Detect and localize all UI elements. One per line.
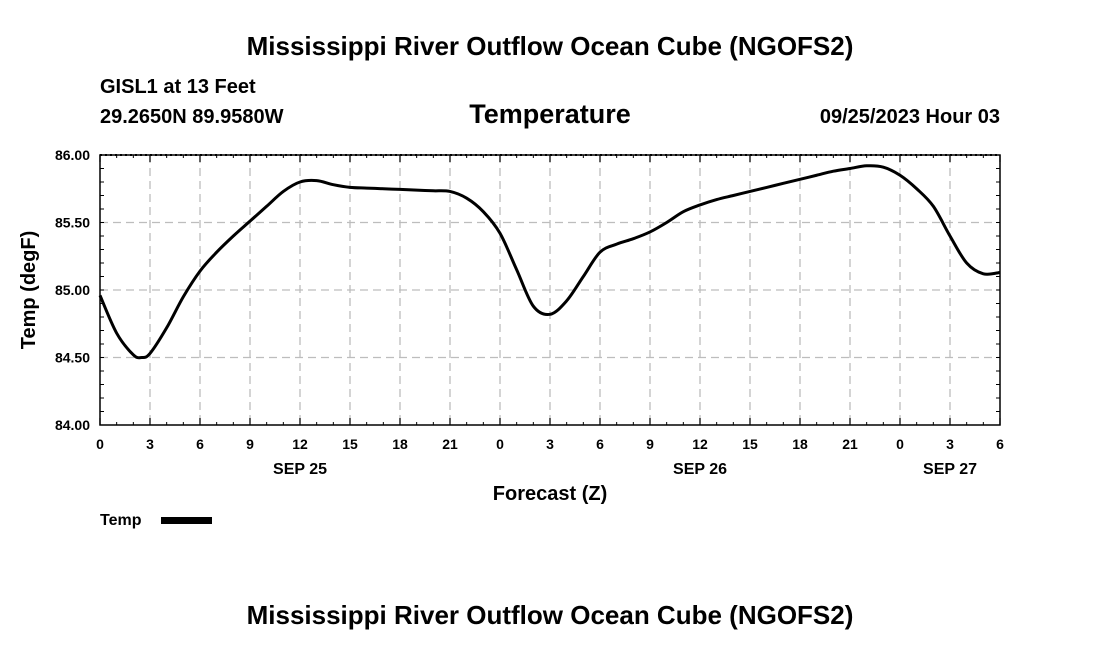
forecast-datetime: 09/25/2023 Hour 03	[819, 106, 1000, 128]
x-tick-label: 3	[546, 436, 554, 452]
grid-lines	[100, 154, 1000, 425]
date-label: SEP 27	[923, 461, 977, 478]
x-tick-label: 12	[692, 436, 708, 452]
x-tick-label: 18	[792, 436, 808, 452]
x-tick-label: 0	[496, 436, 504, 452]
x-tick-label: 6	[596, 436, 604, 452]
y-axis-label: Temp (degF)	[18, 231, 40, 350]
y-tick-label: 85.50	[55, 215, 90, 231]
footer-title: Mississippi River Outflow Ocean Cube (NG…	[246, 600, 854, 630]
y-tick-label: 86.00	[55, 147, 90, 163]
page-title: Mississippi River Outflow Ocean Cube (NG…	[246, 31, 854, 61]
y-tick-label: 85.00	[55, 282, 90, 298]
x-tick-label: 3	[146, 436, 154, 452]
tick-labels: 84.00 84.50 85.00 85.50 86.00 0 3 6 9 12 15 18 21 0 3 6…	[55, 147, 1004, 478]
axis-ticks	[99, 154, 1001, 426]
x-tick-label: 6	[996, 436, 1004, 452]
x-tick-label: 0	[896, 436, 904, 452]
station-label: GISL1 at 13 Feet	[100, 76, 256, 98]
x-tick-label: 12	[292, 436, 308, 452]
y-tick-label: 84.50	[55, 350, 90, 366]
temp-series-line	[98, 164, 1001, 360]
date-label: SEP 26	[673, 461, 727, 478]
x-tick-label: 0	[96, 436, 104, 452]
y-tick-label: 84.00	[55, 417, 90, 433]
x-tick-label: 3	[946, 436, 954, 452]
date-label: SEP 25	[273, 461, 327, 478]
x-tick-label: 15	[342, 436, 358, 452]
coordinates-label: 29.2650N 89.9580W	[100, 106, 284, 128]
x-tick-label: 21	[842, 436, 858, 452]
legend-label: Temp	[100, 512, 142, 529]
x-tick-label: 9	[646, 436, 654, 452]
x-tick-label: 21	[442, 436, 458, 452]
x-axis-label: Forecast (Z)	[493, 483, 607, 505]
x-tick-label: 15	[742, 436, 758, 452]
x-tick-label: 18	[392, 436, 408, 452]
x-tick-label: 6	[196, 436, 204, 452]
x-tick-label: 9	[246, 436, 254, 452]
chart-title: Temperature	[469, 99, 631, 129]
legend-swatch	[161, 517, 212, 524]
